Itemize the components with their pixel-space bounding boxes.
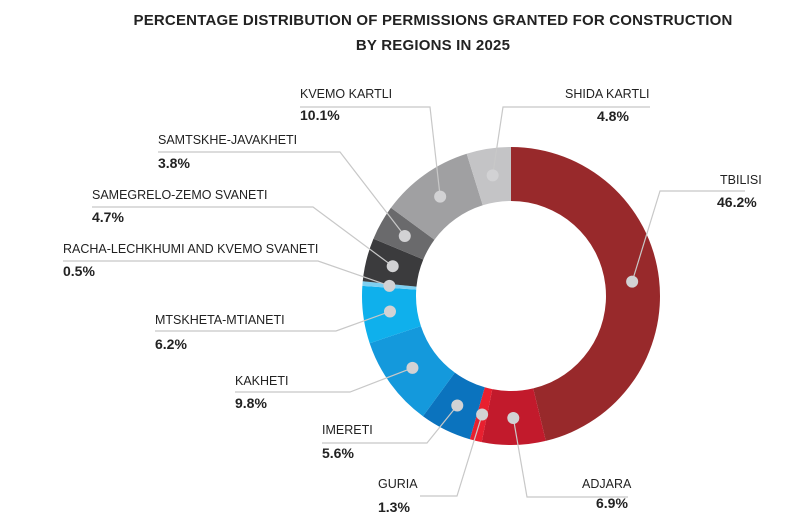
slice-label: SHIDA KARTLI — [565, 87, 650, 101]
leader-line — [300, 106, 441, 197]
chart-title-line2: BY REGIONS IN 2025 — [355, 37, 511, 54]
slice-value-label: 5.6% — [322, 445, 354, 461]
slice-value-label: 4.8% — [597, 108, 629, 124]
slice-marker-dot — [406, 361, 419, 374]
leader-line — [512, 417, 628, 498]
leader-line — [158, 151, 406, 237]
slice-marker-dot — [451, 399, 464, 412]
slice-label: IMERETI — [322, 423, 373, 437]
slice-label: TBILISI — [720, 173, 762, 187]
slice-label: SAMTSKHE-JAVAKHETI — [158, 133, 297, 147]
slice-marker-dot — [383, 279, 396, 292]
slice-value-label: 1.3% — [378, 499, 410, 515]
slice-marker-dot — [476, 408, 489, 421]
slice-marker-dot — [486, 169, 499, 182]
leader-line — [235, 367, 413, 393]
slice-value-label: 0.5% — [63, 263, 95, 279]
slice-tbilisi — [511, 147, 660, 441]
slice-label: SAMEGRELO-ZEMO SVANETI — [92, 188, 268, 202]
slice-marker-dot — [386, 260, 399, 273]
slice-value-label: 3.8% — [158, 155, 190, 171]
slice-marker-dot — [383, 305, 396, 318]
slice-value-label: 6.2% — [155, 336, 187, 352]
leader-line — [92, 206, 394, 267]
leader-line — [63, 260, 390, 287]
leader-line — [631, 190, 745, 282]
leader-line — [322, 405, 458, 444]
leader-line — [492, 106, 650, 176]
slice-value-label: 9.8% — [235, 395, 267, 411]
slice-value-label: 46.2% — [717, 194, 757, 210]
slice-value-label: 4.7% — [92, 209, 124, 225]
leader-line — [155, 310, 391, 332]
slice-label: RACHA-LECHKHUMI AND KVEMO SVANETI — [63, 242, 318, 256]
slice-label: KVEMO KARTLI — [300, 87, 392, 101]
slice-marker-dot — [434, 190, 447, 203]
slice-marker-dot — [507, 411, 520, 424]
slice-label: KAKHETI — [235, 374, 289, 388]
chart-title-line1: PERCENTAGE DISTRIBUTION OF PERMISSIONS G… — [133, 12, 733, 29]
slice-marker-dot — [626, 275, 639, 288]
slice-label: MTSKHETA-MTIANETI — [155, 313, 285, 327]
slice-value-label: 10.1% — [300, 107, 340, 123]
slice-value-label: 6.9% — [596, 495, 628, 511]
leader-line — [420, 414, 483, 497]
slice-marker-dot — [398, 229, 411, 242]
slice-label: ADJARA — [582, 477, 632, 491]
slice-label: GURIA — [378, 477, 418, 491]
